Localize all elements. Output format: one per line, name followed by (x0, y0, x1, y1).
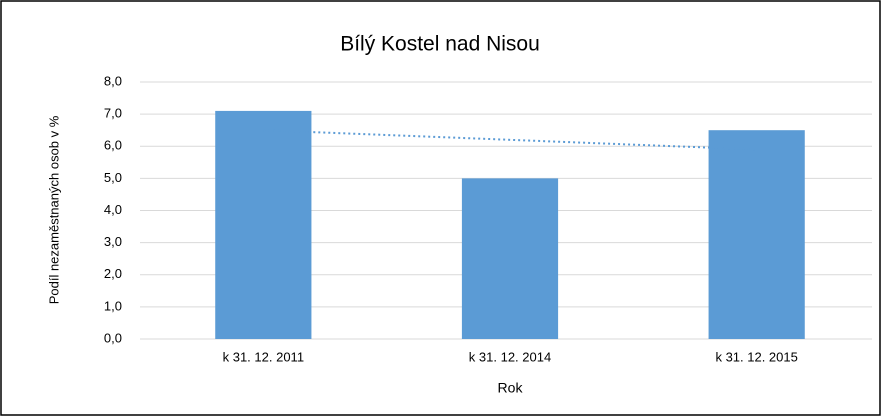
y-tick-label: 7,0 (104, 106, 122, 121)
y-tick-label: 1,0 (104, 298, 122, 313)
y-tick-label: 6,0 (104, 138, 122, 153)
y-tick-label: 8,0 (104, 73, 122, 88)
bar (215, 110, 312, 339)
y-tick-label: 5,0 (104, 170, 122, 185)
y-tick-label: 4,0 (104, 202, 122, 217)
chart-title: Bílý Kostel nad Nisou (340, 33, 540, 56)
y-axis-label: Podíl nezaměstnaných osob v % (46, 115, 61, 304)
x-tick-label: k 31. 12. 2015 (715, 349, 797, 364)
x-tick-label: k 31. 12. 2014 (469, 349, 551, 364)
y-tick-label: 3,0 (104, 234, 122, 249)
y-tick-label: 0,0 (104, 330, 122, 345)
x-tick-label: k 31. 12. 2011 (223, 349, 304, 364)
bar (708, 130, 805, 339)
trendline (263, 129, 757, 151)
bar (461, 178, 559, 339)
x-axis-label: Rok (498, 380, 524, 396)
y-tick-label: 2,0 (104, 266, 122, 281)
